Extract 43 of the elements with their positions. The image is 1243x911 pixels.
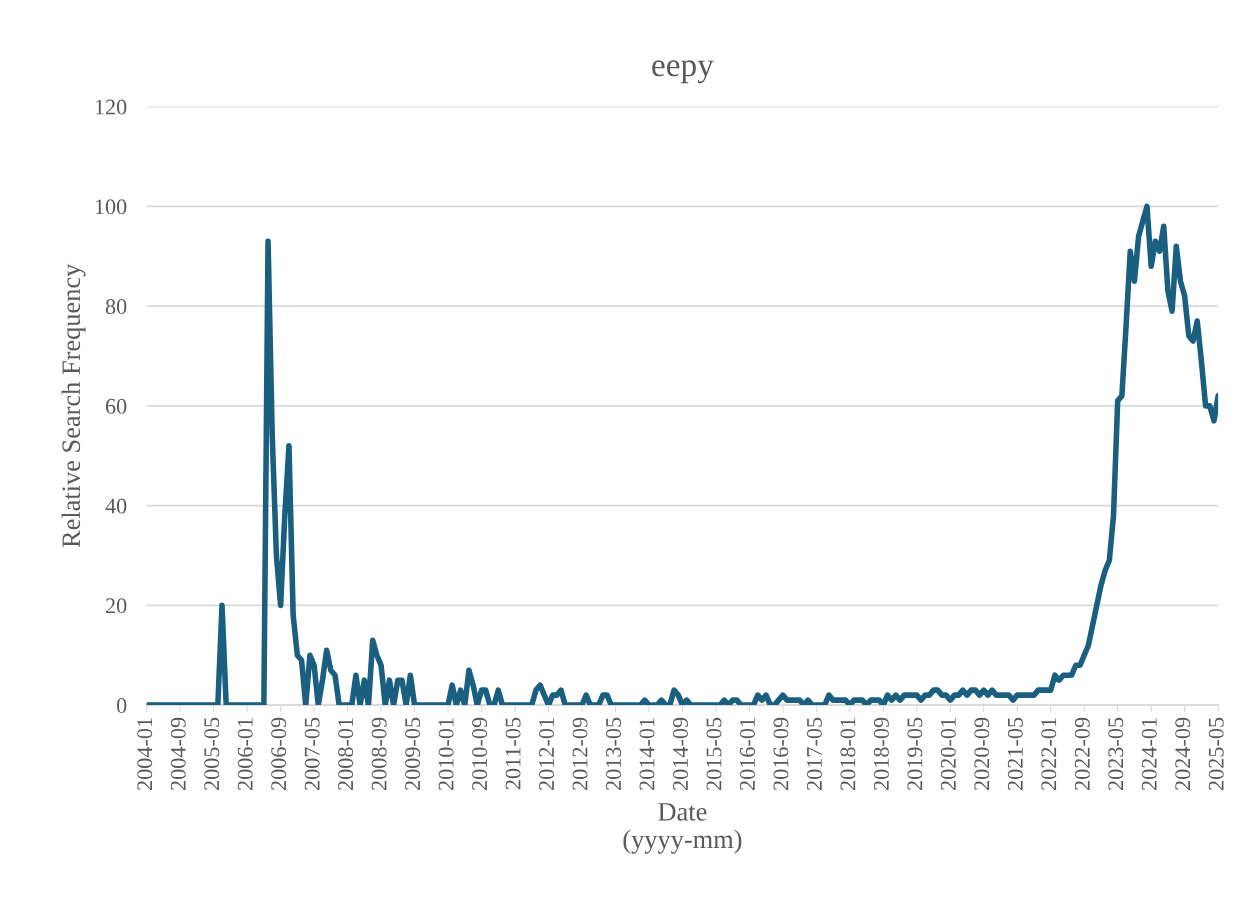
x-tick-label: 2019-05 (907, 717, 923, 791)
x-axis-title: Date (yyyy-mm) (623, 803, 742, 854)
y-tick-label: 120 (95, 99, 127, 115)
y-axis-title: Relative Search Frequency (61, 263, 86, 548)
y-tick-label: 20 (105, 598, 127, 614)
x-tick-label: 2020-01 (940, 718, 956, 791)
x-tick-label: 2024-09 (1175, 717, 1191, 791)
y-tick-label: 80 (105, 299, 127, 315)
x-tick-label: 2006-01 (237, 718, 253, 791)
x-tick-label: 2018-09 (873, 717, 889, 791)
x-tick-label: 2016-09 (773, 717, 789, 791)
y-tick-label: 100 (95, 199, 127, 215)
x-tick-label: 2020-09 (974, 717, 990, 791)
x-tick-label: 2008-09 (371, 717, 387, 791)
x-tick-label: 2022-09 (1074, 717, 1090, 791)
x-tick-label: 2013-05 (606, 717, 621, 791)
x-tick-label: 2006-09 (271, 717, 287, 791)
x-tick-label: 2012-09 (572, 717, 588, 791)
y-tick-label: 0 (116, 698, 127, 714)
x-tick-label: 2012-01 (539, 718, 555, 791)
y-tick-label: 40 (105, 498, 127, 514)
x-tick-label: 2009-05 (405, 717, 421, 791)
x-tick-label: 2024-01 (1141, 718, 1157, 791)
x-tick-label: 2021-05 (1007, 717, 1023, 791)
x-tick-label: 2010-09 (472, 717, 488, 791)
x-tick-label: 2022-01 (1041, 718, 1057, 791)
x-tick-label: 2004-01 (137, 718, 153, 791)
x-tick-label: 2004-09 (170, 717, 186, 791)
x-tick-label: 2005-05 (204, 717, 220, 791)
x-tick-label: 2018-01 (840, 718, 856, 791)
x-tick-label: 2008-01 (338, 718, 354, 791)
x-tick-label: 2010-01 (438, 718, 454, 791)
chart-title: eepy (652, 60, 714, 84)
x-tick-label: 2007-05 (304, 717, 320, 791)
x-tick-label: 2014-09 (672, 717, 688, 791)
x-tick-label: 2014-01 (639, 718, 655, 791)
x-tick-label: 2017-05 (806, 717, 822, 791)
x-tick-label: 2025-05 (1208, 717, 1224, 791)
x-tick-label: 2016-01 (739, 718, 755, 791)
y-tick-label: 60 (105, 398, 127, 414)
x-tick-label: 2011-05 (505, 717, 521, 790)
x-tick-label: 2015-05 (706, 717, 722, 791)
x-tick-label: 2023-05 (1108, 717, 1124, 791)
